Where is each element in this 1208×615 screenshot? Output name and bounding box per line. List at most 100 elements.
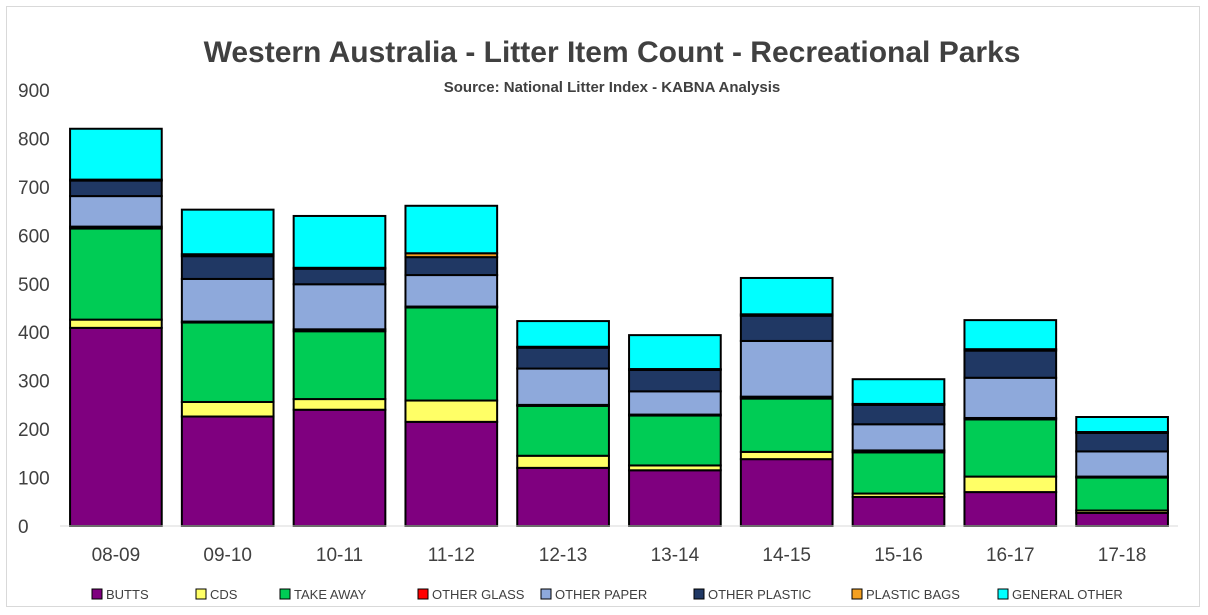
y-tick-label: 700: [18, 178, 50, 199]
bar-segment: [628, 390, 722, 416]
bar-stacks: [69, 127, 1169, 528]
chart-area: [6, 6, 1200, 607]
y-tick-label: 300: [18, 372, 50, 393]
bar-segment: [292, 330, 387, 401]
bar-stack: [851, 378, 946, 527]
x-tick-label: 16-17: [986, 545, 1035, 566]
bar-segment: [69, 227, 163, 321]
legend-swatch: [417, 588, 429, 600]
legend-entry: PLASTIC BAGS: [851, 587, 960, 602]
legend-label: OTHER PLASTIC: [708, 587, 811, 602]
chart-subtitle: Source: National Litter Index - KABNA An…: [444, 79, 780, 96]
legend-swatch: [997, 588, 1009, 600]
legend-label: OTHER PAPER: [555, 587, 647, 602]
bar-segment: [404, 256, 499, 277]
bar-segment: [739, 314, 834, 342]
bar-stack: [628, 334, 722, 527]
y-tick-label: 600: [18, 226, 50, 247]
legend-swatch: [91, 588, 103, 600]
bar-segment: [739, 397, 834, 453]
legend-label: BUTTS: [106, 587, 149, 602]
x-tick-label: 13-14: [651, 545, 700, 566]
bar-segment: [1075, 431, 1169, 453]
legend-entry: OTHER PAPER: [540, 587, 647, 602]
bar-segment: [180, 415, 275, 528]
bar-segment: [1075, 476, 1169, 512]
bar-segment: [1075, 450, 1169, 478]
x-tick-label: 15-16: [874, 545, 923, 566]
bar-segment: [851, 451, 946, 495]
bar-segment: [292, 283, 387, 331]
x-tick-label: 17-18: [1098, 545, 1147, 566]
bar-segment: [516, 454, 610, 469]
bar-segment: [180, 321, 275, 403]
legend-label: PLASTIC BAGS: [866, 587, 960, 602]
bar-segment: [292, 267, 387, 286]
bar-stack: [516, 320, 610, 528]
bar-segment: [404, 274, 499, 308]
legend-swatch: [279, 588, 291, 600]
bar-segment: [69, 326, 163, 527]
x-tick-label: 10-11: [316, 545, 363, 566]
bar-segment: [963, 319, 1058, 351]
bar-segment: [516, 466, 610, 528]
legend-entry: TAKE AWAY: [279, 587, 367, 602]
bar-segment: [628, 334, 722, 371]
bar-segment: [963, 418, 1058, 478]
bar-stack: [69, 127, 163, 527]
legend-entry: OTHER PLASTIC: [693, 587, 811, 602]
bar-segment: [180, 255, 275, 280]
legend-label: OTHER GLASS: [432, 587, 525, 602]
bar-stack: [963, 319, 1058, 528]
legend-entry: CDS: [195, 587, 238, 602]
bar-segment: [404, 420, 499, 528]
y-tick-label: 400: [18, 323, 50, 344]
y-tick-label: 900: [18, 81, 50, 102]
legend-label: TAKE AWAY: [294, 587, 367, 602]
bar-segment: [963, 475, 1058, 494]
bar-segment: [292, 408, 387, 528]
bar-segment: [851, 495, 946, 527]
legend: BUTTS CDS TAKE AWAY OTHER GLASS OTHER PAPER O…: [91, 587, 1123, 602]
legend-entry: OTHER GLASS: [417, 587, 525, 602]
legend-label: GENERAL OTHER: [1012, 587, 1123, 602]
bar-segment: [69, 179, 163, 198]
bar-segment: [516, 367, 610, 406]
legend-entry: GENERAL OTHER: [997, 587, 1123, 602]
bar-stack: [1075, 416, 1169, 527]
x-tick-label: 11-12: [428, 545, 475, 566]
x-tick-label: 14-15: [762, 545, 811, 566]
bar-segment: [739, 339, 834, 398]
x-axis: 08-09 09-10 10-11 11-12 12-13 13-14 14-15 15-16…: [92, 545, 1147, 566]
y-tick-label: 500: [18, 275, 50, 296]
x-tick-label: 12-13: [539, 545, 588, 566]
legend-swatch: [195, 588, 207, 600]
bar-segment: [851, 378, 946, 405]
y-tick-label: 0: [18, 517, 29, 538]
bar-segment: [404, 399, 499, 423]
legend-entry: BUTTS: [91, 587, 149, 602]
y-tick-label: 800: [18, 129, 50, 150]
legend-label: CDS: [210, 587, 238, 602]
legend-swatch: [851, 588, 863, 600]
bar-segment: [963, 376, 1058, 419]
bar-segment: [851, 403, 946, 426]
y-tick-label: 100: [18, 469, 50, 490]
bar-segment: [180, 277, 275, 323]
bar-segment: [628, 414, 722, 467]
bar-segment: [516, 346, 610, 370]
bar-segment: [628, 469, 722, 527]
y-tick-label: 200: [18, 420, 50, 441]
bar-stack: [292, 214, 387, 528]
bar-segment: [292, 398, 387, 411]
bar-segment: [1075, 511, 1169, 527]
bar-segment: [963, 349, 1058, 379]
bar-stack: [180, 208, 275, 528]
bar-stack: [739, 276, 834, 527]
bar-segment: [292, 214, 387, 269]
x-tick-label: 09-10: [203, 545, 252, 566]
bar-segment: [69, 195, 163, 228]
legend-swatch: [693, 588, 705, 600]
chart-title: Western Australia - Litter Item Count - …: [204, 36, 1021, 69]
